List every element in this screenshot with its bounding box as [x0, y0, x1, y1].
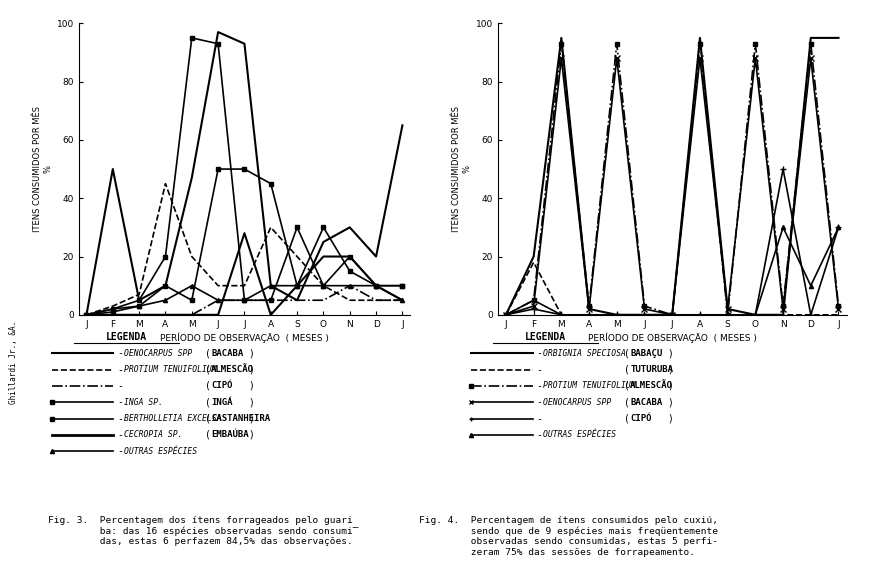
Text: ): ): [668, 381, 674, 391]
Text: CIPÓ: CIPÓ: [211, 381, 233, 391]
Text: ): ): [668, 397, 674, 408]
Text: -: -: [117, 348, 123, 359]
Text: LEGENDA: LEGENDA: [106, 332, 148, 342]
Text: INGA SP.: INGA SP.: [124, 398, 163, 407]
Text: LEGENDA: LEGENDA: [525, 332, 567, 342]
Text: -: -: [117, 364, 123, 375]
Text: (: (: [624, 397, 630, 408]
Text: BERTHOLLETIA EXCELSA: BERTHOLLETIA EXCELSA: [124, 414, 222, 423]
Text: -: -: [536, 381, 542, 391]
Text: INGÁ: INGÁ: [211, 398, 233, 407]
Text: (: (: [205, 364, 211, 375]
Text: BACABA: BACABA: [211, 349, 244, 358]
Text: ): ): [249, 348, 255, 359]
Text: ): ): [668, 413, 674, 424]
Text: ALMESCÃO: ALMESCÃO: [630, 381, 673, 391]
Text: ORBIGNIA SPECIOSA: ORBIGNIA SPECIOSA: [543, 349, 626, 358]
Text: CIPÓ: CIPÓ: [630, 414, 652, 423]
Text: Fig. 4.  Percentagem de ítens consumidos pelo cuxiú,
         sendo que de 9 esp: Fig. 4. Percentagem de ítens consumidos …: [419, 516, 718, 557]
Text: PROTIUM TENUIFOLIUM: PROTIUM TENUIFOLIUM: [124, 365, 217, 374]
Text: -: -: [117, 397, 123, 408]
Text: ): ): [249, 397, 255, 408]
Text: Fig. 3.  Percentagem dos ítens forrageados pelo guari
         ba: das 16 espéci: Fig. 3. Percentagem dos ítens forrageado…: [48, 516, 359, 546]
Text: EMBAÚBA: EMBAÚBA: [211, 430, 249, 440]
Text: OUTRAS ESPÉCIES: OUTRAS ESPÉCIES: [543, 430, 616, 440]
Text: BACABA: BACABA: [630, 398, 663, 407]
Text: -: -: [536, 364, 542, 375]
Text: -: -: [536, 430, 542, 440]
Text: OENOCARPUS SPP: OENOCARPUS SPP: [543, 398, 611, 407]
Text: ): ): [668, 348, 674, 359]
Text: (: (: [205, 348, 211, 359]
Text: ): ): [249, 381, 255, 391]
Text: PROTIUM TENUIFOLIUM: PROTIUM TENUIFOLIUM: [543, 381, 636, 391]
Text: ALMESCÃO: ALMESCÃO: [211, 365, 254, 374]
Text: -: -: [536, 348, 542, 359]
Text: (: (: [624, 413, 630, 424]
Text: (: (: [205, 397, 211, 408]
Text: TUTURUBA: TUTURUBA: [630, 365, 673, 374]
Text: -: -: [117, 446, 123, 456]
Y-axis label: ITENS CONSUMIDOS POR MÊS
%: ITENS CONSUMIDOS POR MÊS %: [33, 106, 52, 232]
Text: -: -: [117, 430, 123, 440]
Text: (: (: [205, 381, 211, 391]
Text: -: -: [117, 381, 123, 391]
Text: ): ): [249, 364, 255, 375]
Text: ): ): [249, 413, 255, 424]
Text: OENOCARPUS SPP: OENOCARPUS SPP: [124, 349, 192, 358]
Text: (: (: [205, 413, 211, 424]
Text: -: -: [536, 397, 542, 408]
Text: ): ): [249, 430, 255, 440]
Text: BABAÇU: BABAÇU: [630, 349, 663, 358]
Text: Ghillardi Jr., &A.: Ghillardi Jr., &A.: [9, 321, 17, 404]
Text: CASTANHEIRA: CASTANHEIRA: [211, 414, 271, 423]
Text: (: (: [624, 381, 630, 391]
Text: CECROPIA SP.: CECROPIA SP.: [124, 430, 182, 440]
X-axis label: PERÍODO DE OBSERVAÇÃO  ( MESES ): PERÍODO DE OBSERVAÇÃO ( MESES ): [160, 333, 329, 343]
Text: -: -: [117, 413, 123, 424]
Y-axis label: ITENS CONSUMIDOS POR MÊS
%: ITENS CONSUMIDOS POR MÊS %: [452, 106, 471, 232]
Text: OUTRAS ESPÉCIES: OUTRAS ESPÉCIES: [124, 447, 197, 456]
Text: (: (: [205, 430, 211, 440]
Text: (: (: [624, 348, 630, 359]
Text: ): ): [668, 364, 674, 375]
X-axis label: PERÍODO DE OBSERVAÇÃO  ( MESES ): PERÍODO DE OBSERVAÇÃO ( MESES ): [588, 333, 757, 343]
Text: -: -: [536, 413, 542, 424]
Text: (: (: [624, 364, 630, 375]
